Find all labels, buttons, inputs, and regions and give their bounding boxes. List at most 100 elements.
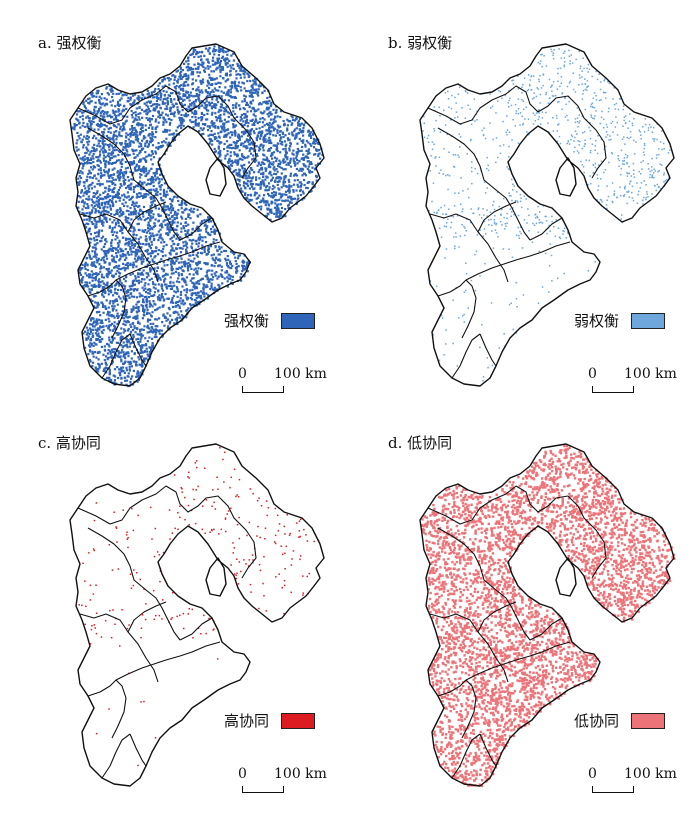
fill-dot xyxy=(88,256,91,259)
fill-dot xyxy=(162,304,165,307)
fill-dot xyxy=(186,236,189,239)
fill-dot xyxy=(133,352,136,355)
fill-dot xyxy=(234,147,237,150)
fill-dot xyxy=(136,140,139,143)
fill-dot xyxy=(129,170,132,174)
fill-dot xyxy=(160,237,163,240)
fill-dot xyxy=(282,158,285,161)
fill-dot xyxy=(94,225,97,228)
fill-dot xyxy=(266,207,269,210)
fill-dot xyxy=(153,96,156,99)
fill-dot xyxy=(120,135,123,138)
fill-dot xyxy=(179,222,183,225)
fill-dot xyxy=(97,272,100,275)
fill-dot xyxy=(243,76,246,79)
fill-dot xyxy=(126,351,129,354)
fill-dot xyxy=(121,129,124,132)
fill-dot xyxy=(83,184,86,187)
fill-dot xyxy=(167,259,170,262)
fill-dot xyxy=(313,142,317,145)
fill-dot xyxy=(105,219,108,222)
fill-dot xyxy=(159,116,162,119)
fill-dot xyxy=(105,125,108,128)
fill-dot xyxy=(250,199,253,202)
fill-dot xyxy=(178,86,181,89)
fill-dot xyxy=(217,275,220,278)
fill-dot xyxy=(88,327,92,330)
fill-dot xyxy=(207,81,210,84)
fill-dot xyxy=(83,135,86,138)
fill-dot xyxy=(98,100,101,103)
fill-dot xyxy=(290,201,293,204)
fill-dot xyxy=(159,234,162,237)
fill-dot xyxy=(203,106,206,109)
fill-dot xyxy=(134,260,137,263)
fill-dot xyxy=(161,226,164,229)
fill-dot xyxy=(140,97,143,100)
fill-dot xyxy=(162,245,165,248)
fill-dot xyxy=(251,107,254,110)
fill-dot xyxy=(109,356,112,359)
fill-dot xyxy=(220,66,224,69)
fill-dot xyxy=(102,276,105,279)
fill-dot xyxy=(164,193,167,196)
fill-dot xyxy=(184,234,188,237)
fill-dot xyxy=(117,295,121,298)
fill-dot xyxy=(174,318,177,321)
fill-dot xyxy=(125,353,128,356)
fill-dot xyxy=(146,350,149,353)
fill-dot xyxy=(276,170,279,173)
fill-dot xyxy=(134,135,137,139)
fill-dot xyxy=(138,229,141,232)
fill-dot xyxy=(204,67,207,70)
fill-dot xyxy=(99,206,102,210)
fill-dot xyxy=(283,199,286,203)
fill-dot xyxy=(232,124,235,127)
fill-dot xyxy=(257,161,260,164)
fill-dot xyxy=(146,340,149,343)
fill-dot xyxy=(261,168,264,171)
fill-dot xyxy=(183,73,186,76)
fill-dot xyxy=(231,96,234,99)
fill-dot xyxy=(241,266,245,269)
fill-dot xyxy=(227,50,230,53)
fill-dot xyxy=(236,145,239,148)
fill-dot xyxy=(115,209,118,212)
fill-dot xyxy=(102,266,105,269)
fill-dot xyxy=(74,124,77,127)
fill-dot xyxy=(286,129,289,132)
fill-dot xyxy=(129,239,132,242)
fill-dot xyxy=(268,99,271,102)
fill-dot xyxy=(120,165,123,168)
fill-dot xyxy=(244,120,248,123)
fill-dot xyxy=(129,380,132,383)
fill-dot xyxy=(208,216,211,219)
fill-dot xyxy=(293,164,297,167)
fill-dot xyxy=(146,288,149,291)
fill-dot xyxy=(109,194,112,198)
fill-dot xyxy=(88,161,91,165)
fill-dot xyxy=(233,129,237,132)
fill-dot xyxy=(243,123,246,127)
fill-dot xyxy=(203,113,206,117)
fill-dot xyxy=(182,83,185,86)
fill-dot xyxy=(93,264,96,267)
fill-dot xyxy=(226,61,229,65)
fill-dot xyxy=(131,238,134,242)
fill-dot xyxy=(100,275,104,279)
fill-dot xyxy=(144,282,147,285)
fill-dot xyxy=(148,213,151,216)
fill-dot xyxy=(127,327,130,331)
fill-dot xyxy=(237,133,240,136)
fill-dot xyxy=(111,258,114,261)
fill-dot xyxy=(130,350,133,353)
fill-dot xyxy=(129,263,132,267)
fill-dot xyxy=(107,306,110,309)
fill-dot xyxy=(238,138,241,141)
fill-dot xyxy=(302,129,305,132)
fill-dot xyxy=(214,245,217,248)
fill-dot xyxy=(92,157,95,160)
fill-dot xyxy=(139,192,142,195)
fill-dot xyxy=(220,120,223,123)
fill-dot xyxy=(122,262,125,265)
